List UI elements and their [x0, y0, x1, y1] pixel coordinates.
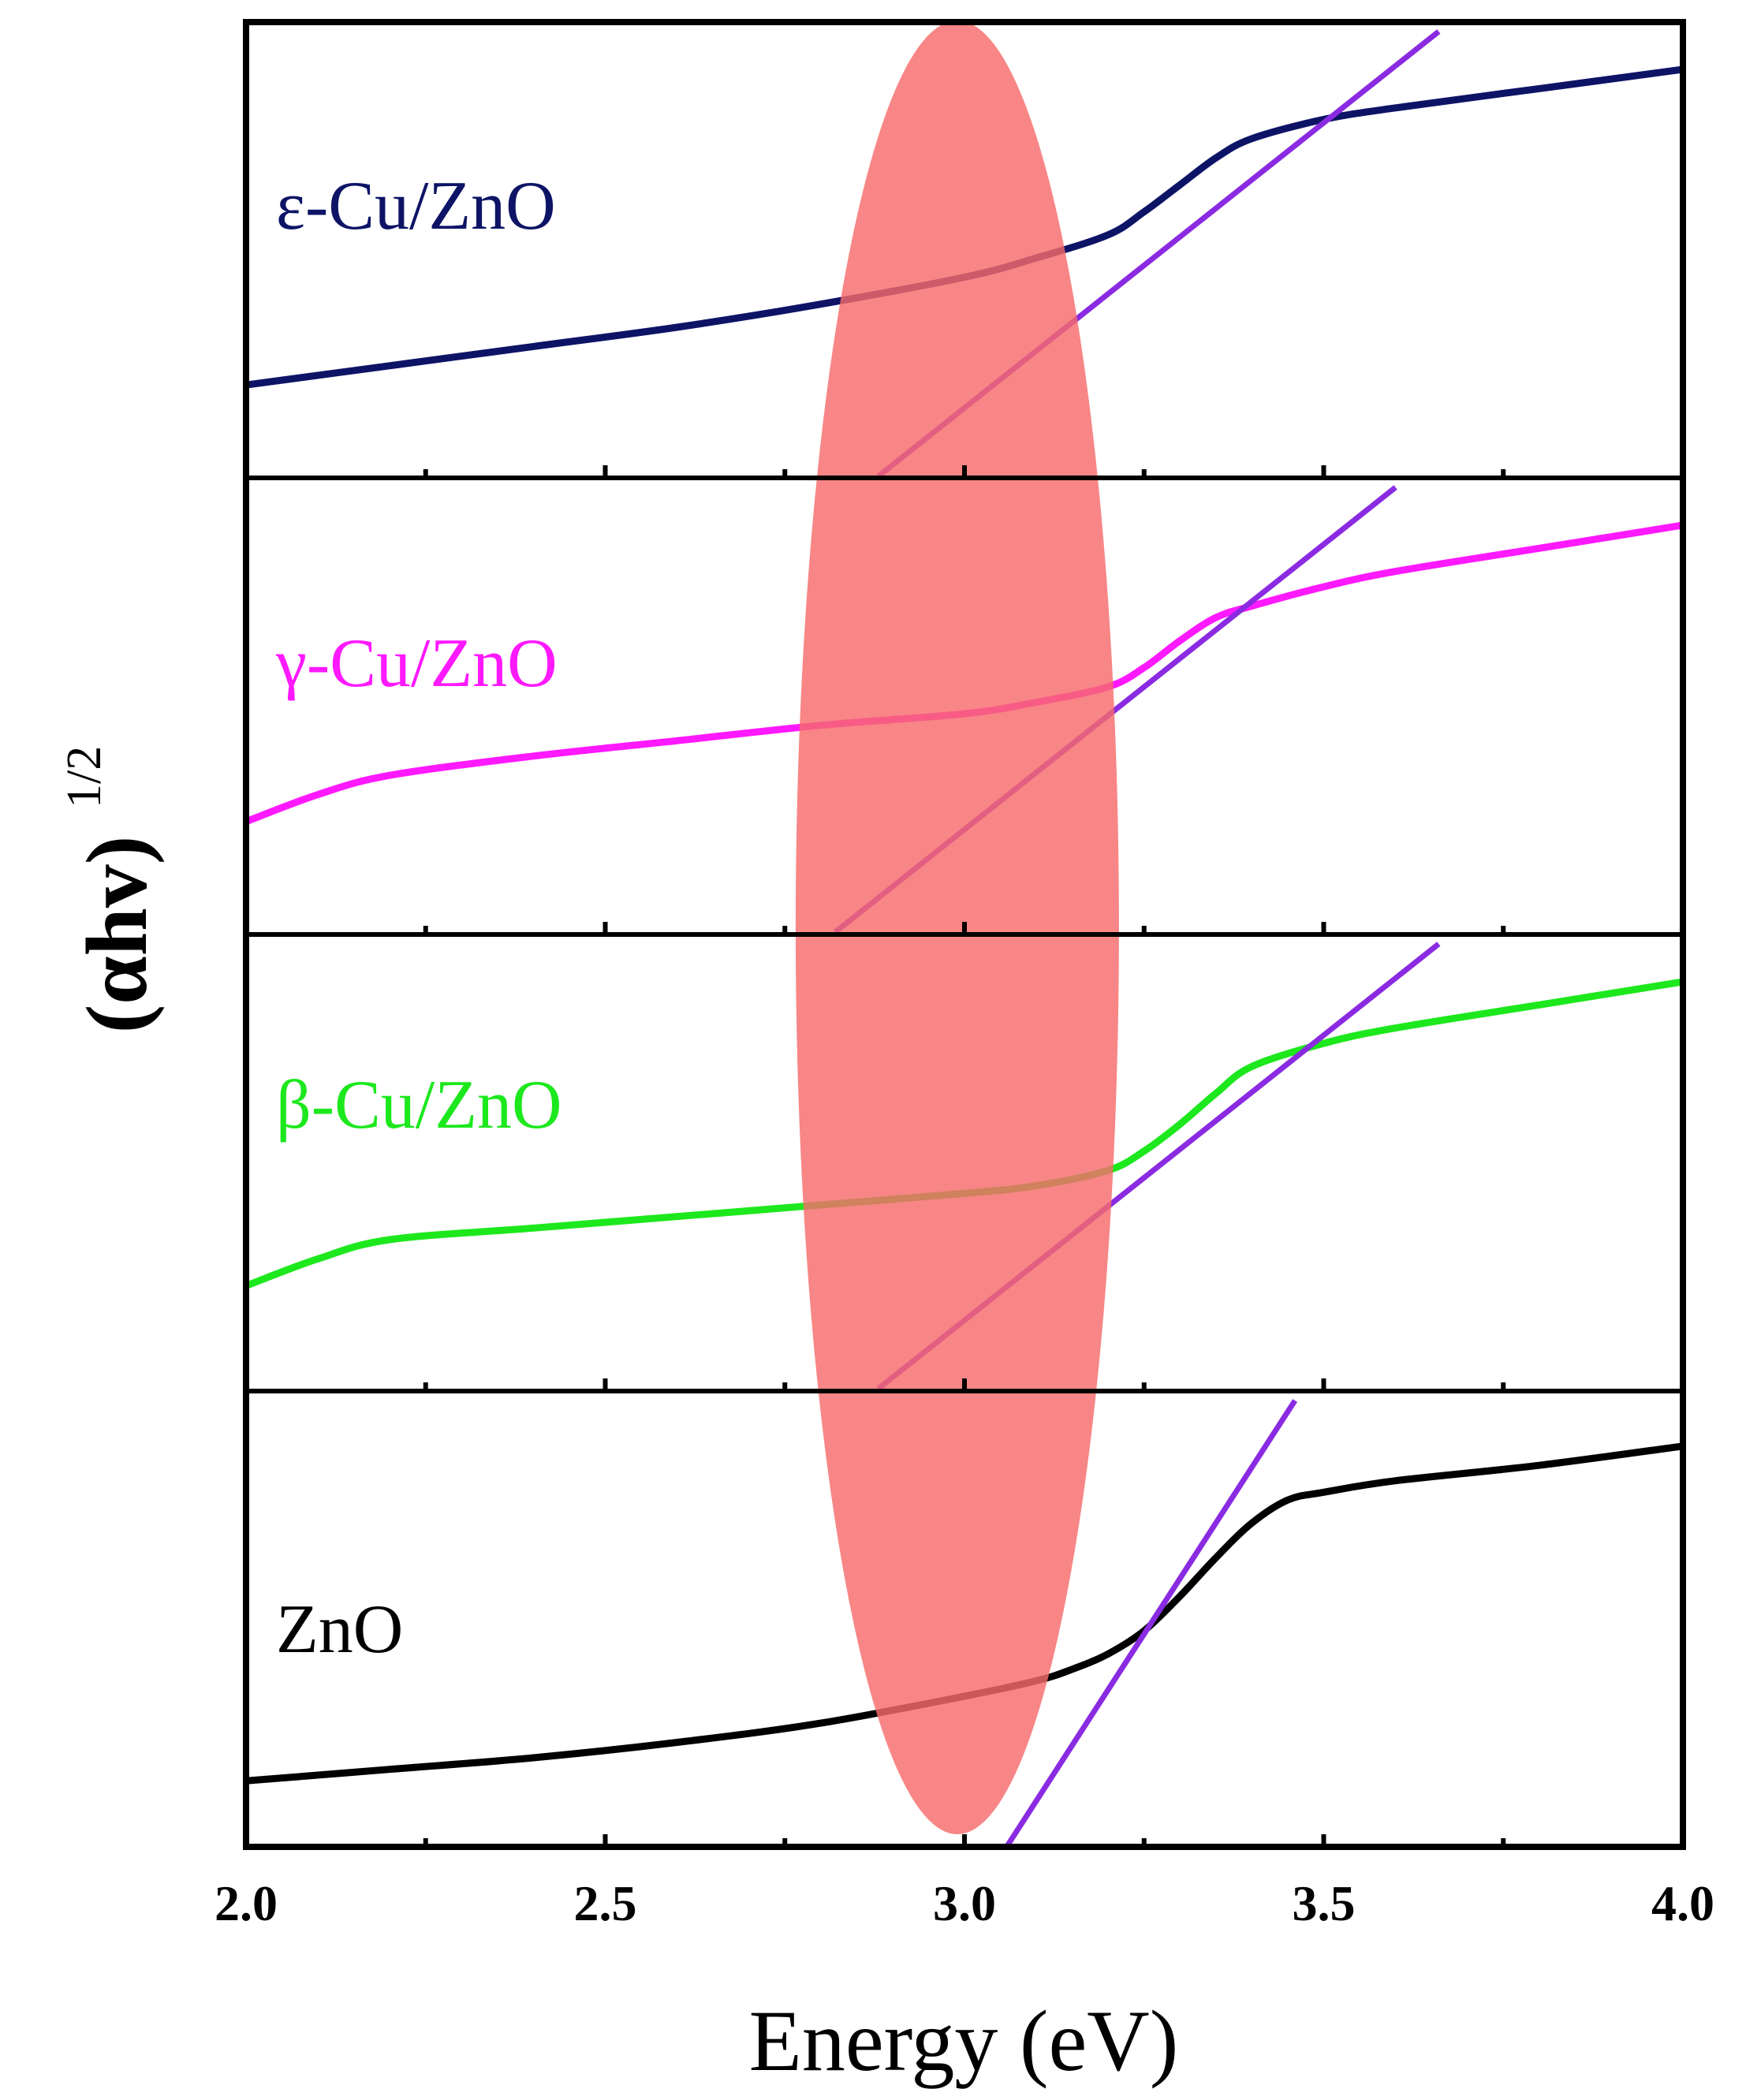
fit-line-3: [1005, 1399, 1298, 1847]
highlight-ellipse: [795, 21, 1119, 1834]
series-curve-0: [246, 65, 1683, 389]
x-tick-label: 3.0: [933, 1875, 996, 1931]
y-axis-title: (αhv): [69, 836, 165, 1034]
panel-label-zno: ZnO: [276, 1591, 403, 1668]
panel-label-beta: β-Cu/ZnO: [276, 1067, 562, 1143]
y-axis-title-superscript: 1/2: [58, 746, 111, 808]
x-ticks: 2.0 2.5 3.0 3.5 4.0: [215, 465, 1714, 1931]
x-tick-label: 2.5: [574, 1875, 637, 1931]
x-tick-label: 3.5: [1293, 1875, 1356, 1931]
series-curve-3: [246, 1442, 1683, 1785]
x-tick-label: 4.0: [1651, 1875, 1714, 1931]
panel-label-epsilon: ε-Cu/ZnO: [276, 168, 556, 244]
panel-label-gamma: γ-Cu/ZnO: [275, 625, 558, 702]
y-axis-title-group: (αhv) 1/2: [58, 746, 165, 1034]
x-tick-label: 2.0: [215, 1875, 278, 1931]
x-axis-title: Energy (eV): [749, 1993, 1179, 2089]
